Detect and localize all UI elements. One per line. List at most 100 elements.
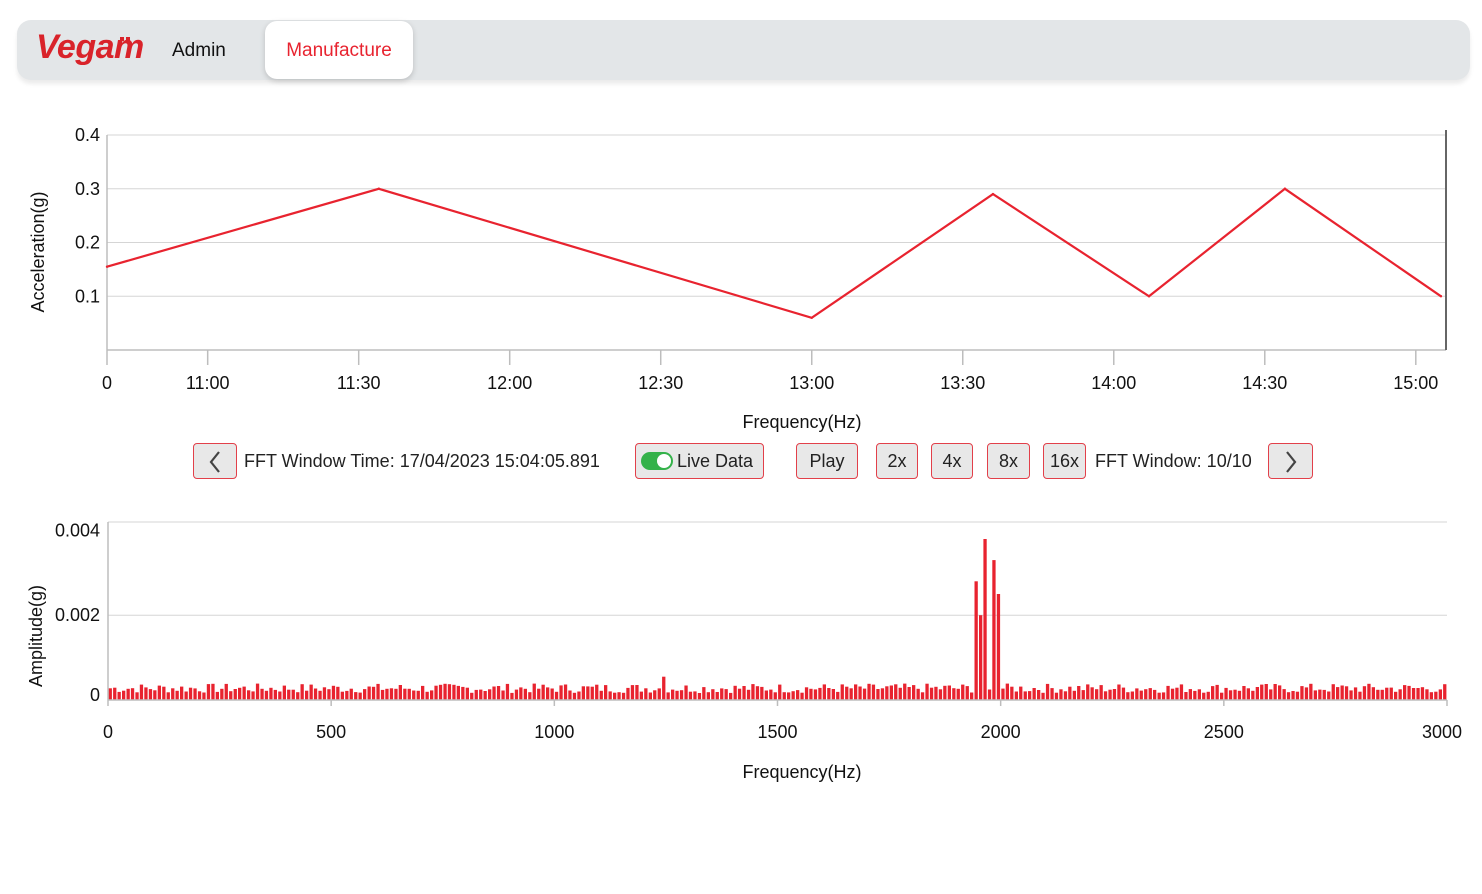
- fft-bar: [421, 685, 425, 700]
- fft-bar: [1063, 691, 1068, 700]
- fft-bar: [1224, 687, 1228, 700]
- fft-bar: [577, 691, 581, 700]
- fft-bar: [1153, 689, 1157, 700]
- fft-bar: [501, 690, 505, 700]
- fft-bar: [296, 692, 300, 700]
- fft-bar: [840, 684, 844, 700]
- fft-bar: [1148, 688, 1152, 700]
- fft-x-tick-label: 1000: [534, 722, 574, 742]
- fft-bar: [389, 688, 394, 700]
- fft-bar: [546, 687, 550, 700]
- prev-window-button[interactable]: [193, 443, 237, 479]
- fft-bar: [287, 689, 291, 700]
- fft-bar: [938, 689, 943, 700]
- fft-bar: [1103, 691, 1108, 700]
- vegam-logo[interactable]: Vegam: [36, 28, 144, 66]
- acceleration-data-point: [1439, 295, 1443, 298]
- fft-bar: [845, 686, 849, 700]
- fft-bar: [1438, 689, 1442, 700]
- fft-bar: [363, 689, 367, 700]
- fft-bar: [554, 691, 559, 700]
- fft-bar: [617, 692, 621, 700]
- fft-bar: [1068, 686, 1072, 700]
- speed-4x-button[interactable]: 4x: [931, 443, 973, 479]
- acceleration-x-tick-label: 14:00: [1091, 373, 1136, 393]
- acceleration-y-axis-label: Acceleration(g): [28, 191, 48, 312]
- fft-y-tick-label: 0.004: [55, 520, 100, 540]
- fft-y-tick-label: 0: [90, 685, 100, 705]
- speed-16x-button[interactable]: 16x: [1043, 443, 1086, 479]
- toggle-switch-icon[interactable]: [641, 451, 673, 470]
- fft-bar: [188, 687, 193, 700]
- fft-bar: [452, 684, 456, 700]
- nav-manufacture[interactable]: Manufacture: [265, 21, 413, 79]
- fft-bar: [385, 688, 389, 700]
- fft-bar: [1197, 689, 1201, 700]
- fft-bar: [1077, 686, 1081, 700]
- fft-bar: [117, 691, 121, 700]
- fft-bar: [974, 581, 978, 700]
- live-data-toggle[interactable]: Live Data: [635, 443, 764, 479]
- fft-bar: [822, 684, 826, 700]
- nav-admin[interactable]: Admin: [172, 40, 226, 61]
- fft-bar: [358, 692, 362, 700]
- fft-bar: [278, 691, 282, 700]
- speed-8x-button[interactable]: 8x: [987, 443, 1030, 479]
- fft-bar: [380, 689, 385, 700]
- fft-bar: [398, 685, 402, 700]
- fft-bar: [1340, 685, 1344, 700]
- fft-bar: [604, 685, 608, 700]
- acceleration-series-line: [106, 187, 1442, 320]
- fft-bar: [171, 688, 175, 700]
- fft-x-tick-label: 1500: [757, 722, 797, 742]
- fft-x-tick-label: 2500: [1204, 722, 1244, 742]
- fft-bar: [760, 686, 764, 700]
- fft-bar: [563, 684, 568, 700]
- fft-bar: [912, 685, 916, 700]
- fft-bar: [447, 684, 452, 700]
- fft-bar: [590, 686, 594, 700]
- play-button[interactable]: Play: [796, 443, 858, 479]
- fft-bar: [510, 692, 514, 700]
- fft-bar: [818, 687, 822, 700]
- fft-bar: [483, 691, 487, 700]
- fft-bar: [1050, 688, 1054, 700]
- fft-bar: [233, 689, 237, 700]
- fft-bar: [255, 683, 260, 700]
- fft-bar: [1246, 688, 1250, 700]
- fft-bar: [144, 687, 148, 700]
- fft-bar: [983, 539, 987, 700]
- fft-bar: [340, 691, 344, 700]
- fft-bar: [1059, 689, 1063, 700]
- acceleration-y-tick-label: 0.1: [75, 286, 100, 306]
- fft-bar: [996, 594, 1001, 700]
- acceleration-x-tick-label: 0: [102, 373, 112, 393]
- fft-bar: [1086, 684, 1090, 700]
- fft-bar: [443, 683, 447, 700]
- fft-bar: [1188, 689, 1192, 700]
- fft-bar: [1005, 683, 1009, 700]
- next-window-button[interactable]: [1268, 443, 1313, 479]
- fft-bar: [1135, 688, 1139, 700]
- fft-bar: [702, 687, 706, 700]
- fft-bar: [394, 688, 398, 700]
- fft-bar: [1233, 689, 1237, 700]
- fft-bar: [724, 689, 728, 700]
- fft-bar: [992, 560, 996, 700]
- fft-bar: [309, 684, 313, 700]
- fft-bar: [867, 683, 871, 700]
- fft-bar: [1358, 691, 1362, 700]
- fft-bar: [1269, 689, 1273, 700]
- fft-bar: [1117, 684, 1121, 700]
- fft-bar: [1389, 687, 1393, 700]
- fft-y-tick-label: 0.002: [55, 605, 100, 625]
- fft-bar: [827, 688, 831, 700]
- fft-bar: [264, 690, 269, 700]
- fft-bar: [1309, 683, 1313, 700]
- fft-bar: [880, 688, 885, 700]
- fft-bar: [737, 688, 742, 700]
- fft-bar: [139, 684, 144, 700]
- speed-2x-button[interactable]: 2x: [876, 443, 918, 479]
- fft-bar: [1215, 684, 1219, 700]
- fft-bar: [1144, 689, 1148, 700]
